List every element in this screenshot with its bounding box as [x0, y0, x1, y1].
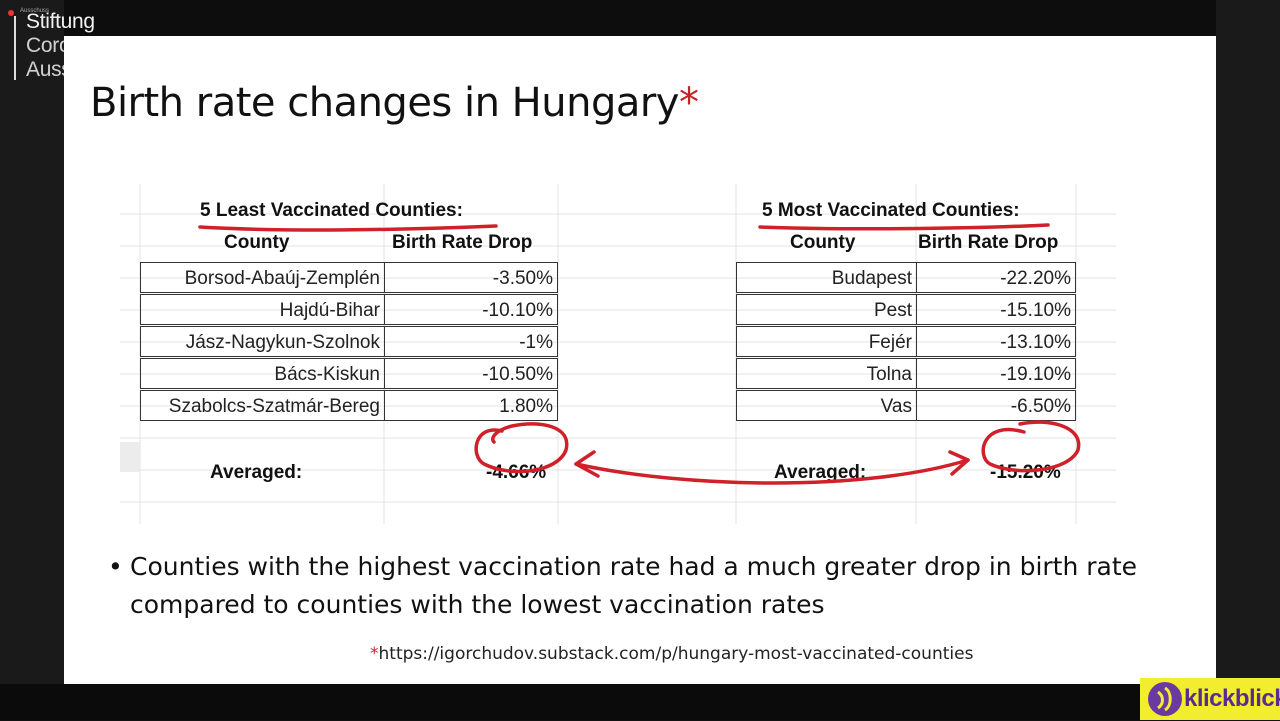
brand-logo-icon — [1148, 682, 1182, 716]
most-avg-value: -15.20% — [990, 462, 1061, 483]
drop-cell: -6.50% — [916, 390, 1076, 421]
drop-cell: -13.10% — [916, 326, 1076, 357]
drop-cell: -15.10% — [916, 294, 1076, 325]
county-cell: Vas — [736, 390, 916, 421]
brand-name: klickblick — [1184, 685, 1280, 712]
drop-cell: -10.50% — [384, 358, 558, 389]
county-cell: Jász-Nagykun-Szolnok — [140, 326, 384, 357]
least-table-header: 5 Least Vaccinated Counties: — [200, 200, 463, 221]
klickblick-watermark: klickblick — [1140, 678, 1280, 720]
county-cell: Borsod-Abaúj-Zemplén — [140, 262, 384, 293]
bullet-text: Counties with the highest vaccination ra… — [130, 552, 1138, 619]
recording-dot-icon — [8, 10, 14, 16]
source-url: https://igorchudov.substack.com/p/hungar… — [378, 644, 974, 664]
most-col-county: County — [790, 232, 856, 253]
county-cell: Szabolcs-Szatmár-Bereg — [140, 390, 384, 421]
county-cell: Budapest — [736, 262, 916, 293]
county-cell: Pest — [736, 294, 916, 325]
county-cell: Bács-Kiskun — [140, 358, 384, 389]
slide-title: Birth rate changes in Hungary* — [90, 80, 699, 126]
county-cell: Tolna — [736, 358, 916, 389]
most-table-header: 5 Most Vaccinated Counties: — [762, 200, 1020, 221]
source-citation: *https://igorchudov.substack.com/p/hunga… — [370, 644, 973, 664]
logo-divider — [14, 16, 16, 80]
right-border — [1216, 0, 1280, 720]
spreadsheet-screenshot: 5 Least Vaccinated Counties: County Birt… — [120, 184, 1116, 524]
title-asterisk: * — [678, 80, 699, 126]
drop-cell: -19.10% — [916, 358, 1076, 389]
least-col-drop: Birth Rate Drop — [392, 232, 533, 253]
least-avg-label: Averaged: — [210, 462, 303, 483]
left-border — [0, 0, 64, 720]
county-cell: Hajdú-Bihar — [140, 294, 384, 325]
logo-small-text: Ausschuss — [20, 8, 50, 14]
drop-cell: -22.20% — [916, 262, 1076, 293]
most-avg-label: Averaged: — [774, 462, 867, 483]
most-col-drop: Birth Rate Drop — [918, 232, 1059, 253]
bullet-point: • Counties with the highest vaccination … — [108, 548, 1148, 624]
drop-cell: -10.10% — [384, 294, 558, 325]
source-asterisk: * — [370, 644, 379, 664]
county-cell: Fejér — [736, 326, 916, 357]
drop-cell: -1% — [384, 326, 558, 357]
drop-cell: 1.80% — [384, 390, 558, 421]
brand-swirl-icon — [1157, 686, 1172, 712]
slide-title-text: Birth rate changes in Hungary — [90, 80, 679, 126]
logo-line-1: Stiftung — [26, 10, 95, 33]
bullet-icon: • — [108, 552, 123, 581]
presentation-slide: Birth rate changes in Hungary* — [64, 36, 1216, 684]
drop-cell: -3.50% — [384, 262, 558, 293]
least-col-county: County — [224, 232, 290, 253]
bottom-letterbox — [0, 684, 1280, 720]
least-avg-value: -4.66% — [486, 462, 547, 483]
